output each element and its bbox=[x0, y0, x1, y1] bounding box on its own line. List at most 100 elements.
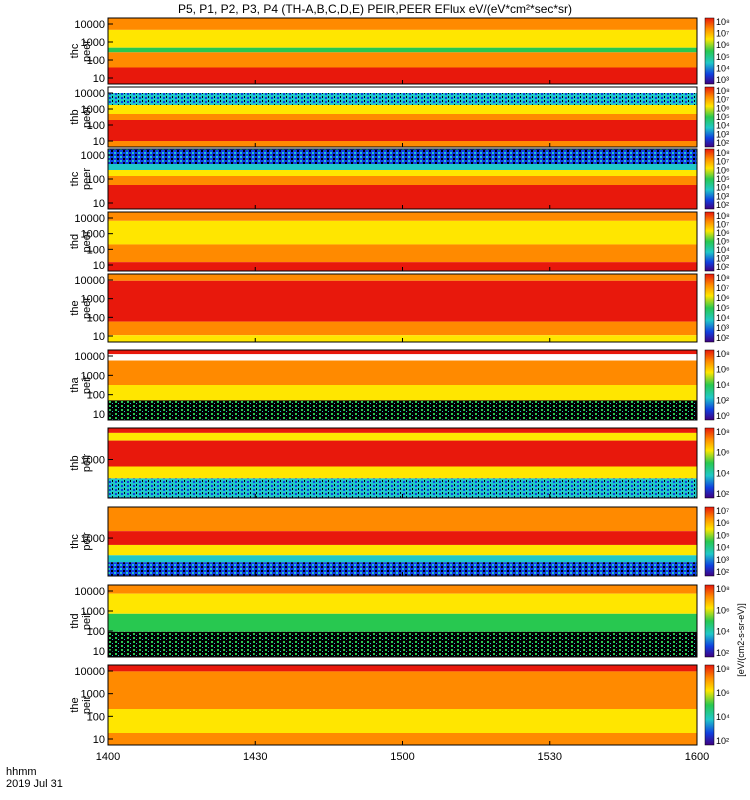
colorbar-tick-label: 10² bbox=[716, 736, 729, 746]
x-tick-label: 1530 bbox=[538, 751, 562, 763]
heatmap-band bbox=[108, 631, 697, 657]
colorbar-tick-label: 10⁷ bbox=[716, 283, 729, 293]
panel-label: thdpeer bbox=[69, 230, 93, 252]
colorbar bbox=[704, 664, 715, 746]
panel-label-line: peer bbox=[81, 297, 93, 319]
panel-label-line: the bbox=[69, 300, 81, 315]
colorbar-tick-label: 10⁸ bbox=[716, 664, 730, 674]
colorbar-tick-label: 10⁸ bbox=[716, 273, 730, 283]
heatmap-band bbox=[108, 321, 697, 336]
colorbar-tick-label: 10⁶ bbox=[716, 103, 730, 113]
y-tick-label: 10 bbox=[93, 409, 105, 421]
spectrogram-panel-6: 10000 1000 100 10 thapeir 10⁸ 10⁶ 10⁴ 10² 10⁰ bbox=[69, 349, 730, 421]
colorbar-tick-label: 10² bbox=[716, 262, 729, 272]
spectrogram-panel-2: 10000100010010thbpeer10⁸10⁷10⁶10⁵10⁴10³1… bbox=[69, 86, 730, 148]
y-tick-label: 1000 bbox=[81, 370, 105, 382]
colorbar-tick-label: 10⁸ bbox=[716, 211, 730, 221]
y-tick-label: 10000 bbox=[74, 88, 105, 100]
panel-label-line: thb bbox=[69, 455, 81, 470]
panel-label-line: the bbox=[69, 697, 81, 712]
colorbar-tick-label: 10⁴ bbox=[716, 245, 730, 255]
colorbar-tick-label: 10⁸ bbox=[716, 86, 730, 96]
colorbar bbox=[704, 86, 715, 148]
colorbar-tick-label: 10⁵ bbox=[716, 530, 730, 540]
colorbar-tick-label: 10⁴ bbox=[716, 468, 730, 478]
y-tick-label: 100 bbox=[87, 174, 105, 186]
heatmap-band bbox=[108, 428, 697, 433]
y-tick-label: 10 bbox=[93, 198, 105, 210]
colorbar bbox=[704, 211, 715, 272]
panel-label: thcpeer bbox=[69, 168, 93, 190]
colorbar-tick-label: 10³ bbox=[716, 254, 729, 264]
colorbar-tick-label: 10⁶ bbox=[716, 518, 730, 528]
heatmap-band bbox=[108, 93, 697, 105]
y-tick-label: 10 bbox=[93, 331, 105, 343]
x-tick-label: 1600 bbox=[685, 751, 709, 763]
heatmap-band bbox=[108, 280, 697, 322]
colorbar-tick-label: 10⁶ bbox=[716, 605, 730, 615]
panel-label: thepeer bbox=[69, 297, 93, 319]
colorbar bbox=[704, 427, 715, 499]
heatmap-band bbox=[108, 105, 697, 114]
heatmap-band bbox=[108, 274, 697, 281]
colorbar bbox=[704, 273, 715, 343]
heatmap-band bbox=[108, 531, 697, 545]
colorbar-tick-label: 10² bbox=[716, 200, 729, 210]
y-tick-label: 1000 bbox=[81, 455, 105, 467]
panel-label-line: peer bbox=[81, 230, 93, 252]
heatmap-band bbox=[108, 18, 697, 30]
panel-label-line: tha bbox=[69, 376, 81, 392]
y-tick-label: 1000 bbox=[81, 150, 105, 162]
colorbar-tick-label: 10⁴ bbox=[716, 627, 730, 637]
heatmap-band bbox=[108, 120, 697, 141]
panel-label-line: peer bbox=[81, 40, 93, 62]
y-tick-label: 10000 bbox=[74, 213, 105, 225]
colorbar-tick-label: 10⁷ bbox=[716, 29, 729, 39]
y-tick-label: 10000 bbox=[74, 275, 105, 287]
heatmap-band bbox=[108, 671, 697, 709]
y-tick-label: 1000 bbox=[81, 37, 105, 49]
colorbar-tick-label: 10⁷ bbox=[716, 157, 729, 167]
y-tick-label: 100 bbox=[87, 626, 105, 638]
y-tick-label: 10000 bbox=[74, 666, 105, 678]
colorbar bbox=[704, 17, 715, 85]
y-tick-label: 10000 bbox=[74, 586, 105, 598]
colorbar-tick-label: 10⁷ bbox=[716, 220, 729, 230]
panel-label-line: peir bbox=[81, 453, 93, 472]
y-tick-label: 10000 bbox=[74, 351, 105, 363]
heatmap-band bbox=[108, 400, 697, 420]
colorbar bbox=[704, 148, 715, 210]
colorbar-tick-label: 10⁴ bbox=[716, 712, 730, 722]
heatmap-band bbox=[108, 350, 697, 355]
colorbar-tick-label: 10² bbox=[716, 138, 729, 148]
heatmap-band bbox=[108, 432, 697, 441]
heatmap-band bbox=[108, 114, 697, 120]
heatmap-band bbox=[108, 440, 697, 467]
date-label: 2019 Jul 31 bbox=[6, 778, 63, 790]
heatmap-band bbox=[108, 52, 697, 68]
panel-label: thapeir bbox=[69, 375, 93, 394]
colorbar-tick-label: 10⁴ bbox=[716, 313, 730, 323]
colorbar-tick-label: 10⁸ bbox=[716, 349, 730, 359]
panel-label-line: peer bbox=[81, 106, 93, 128]
colorbar-tick-label: 10⁰ bbox=[716, 411, 730, 421]
heatmap-band bbox=[108, 47, 697, 53]
colorbar-tick-label: 10⁸ bbox=[716, 427, 730, 437]
colorbar-tick-label: 10⁵ bbox=[716, 174, 730, 184]
heatmap-band bbox=[108, 164, 697, 170]
colorbar-unit-label: [eV/(cm2-s-sr-eV)] bbox=[736, 603, 746, 677]
colorbar-tick-label: 10⁸ bbox=[716, 148, 730, 158]
heatmap-band bbox=[108, 385, 697, 401]
colorbar-tick-label: 10³ bbox=[716, 323, 729, 333]
spectrogram-panel-10: 10000 1000 100 10 thepeir 10⁸ 10⁶ 10⁴ 10² bbox=[69, 664, 730, 746]
y-tick-label: 10 bbox=[93, 646, 105, 658]
colorbar-tick-label: 10⁶ bbox=[716, 688, 730, 698]
heatmap-band bbox=[108, 244, 697, 263]
heatmap-band bbox=[108, 466, 697, 479]
heatmap-band bbox=[108, 709, 697, 733]
heatmap-band bbox=[108, 613, 697, 632]
x-tick-label: 1430 bbox=[243, 751, 267, 763]
